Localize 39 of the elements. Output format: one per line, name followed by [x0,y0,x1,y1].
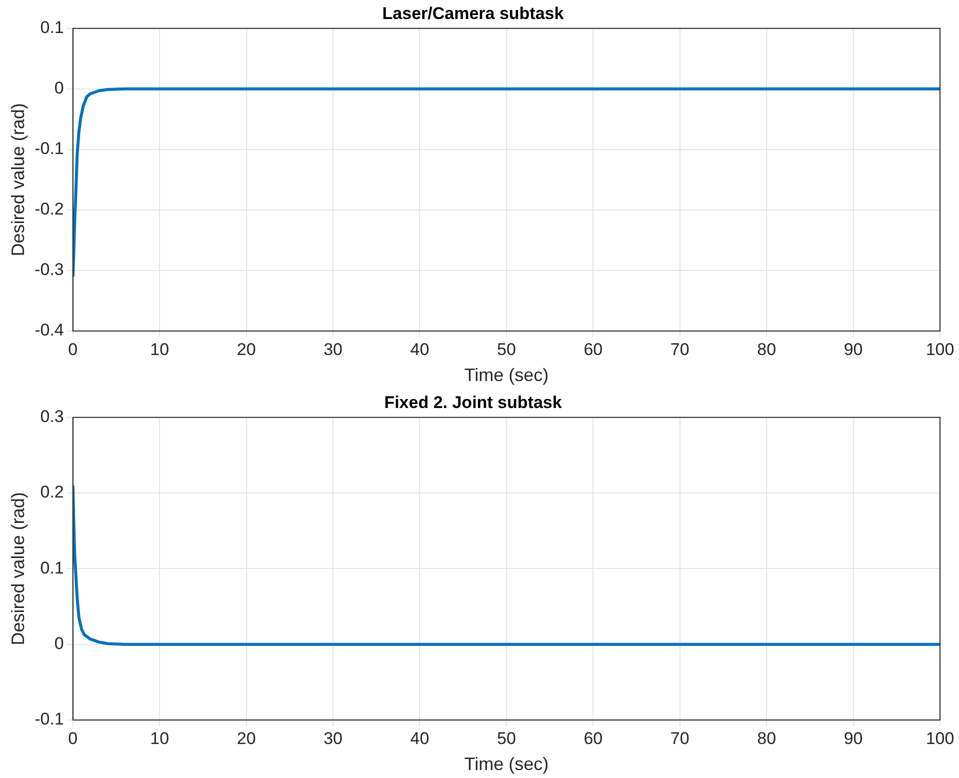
x-tick-label: 40 [410,340,430,359]
y-tick-label: 0 [54,78,64,98]
x-tick-label: 80 [757,340,776,359]
x-tick-label: 60 [584,340,603,359]
chart-title: Laser/Camera subtask [382,4,564,23]
x-axis-title: Time (sec) [464,754,549,774]
y-tick-label: 0.2 [40,482,64,502]
x-tick-label: 70 [670,340,690,359]
y-tick-label: 0.3 [40,407,64,426]
x-tick-label: 0 [68,728,78,748]
y-tick-label: -0.3 [34,260,64,280]
x-tick-label: 100 [926,728,954,748]
x-tick-label: 20 [236,728,256,748]
chart-title: Fixed 2. Joint subtask [384,392,562,412]
x-tick-label: 20 [236,340,256,359]
y-tick-label: 0 [54,634,64,654]
x-tick-label: 30 [324,340,342,359]
x-tick-label: 90 [844,728,863,748]
x-tick-label: 50 [496,728,516,748]
y-axis-title: Desired value (rad) [8,103,28,256]
x-tick-label: 30 [324,728,342,748]
x-tick-label: 90 [844,340,863,359]
y-tick-label: -0.1 [34,710,64,729]
y-axis-title: Desired value (rad) [8,492,28,646]
y-tick-label: -0.4 [34,320,64,340]
x-tick-label: 60 [584,728,603,748]
x-tick-label: 100 [926,340,954,359]
x-tick-label: 40 [410,728,430,748]
x-tick-label: 10 [150,728,170,748]
x-tick-label: 50 [496,340,516,359]
y-tick-label: -0.1 [34,139,64,158]
x-tick-label: 80 [757,728,776,748]
y-tick-label: 0.1 [40,18,64,38]
x-tick-label: 10 [150,340,170,359]
x-axis-title: Time (sec) [464,365,549,386]
y-tick-label: -0.2 [34,200,64,219]
x-tick-label: 70 [670,728,690,748]
x-tick-label: 0 [68,340,78,359]
y-tick-label: 0.1 [40,558,64,578]
